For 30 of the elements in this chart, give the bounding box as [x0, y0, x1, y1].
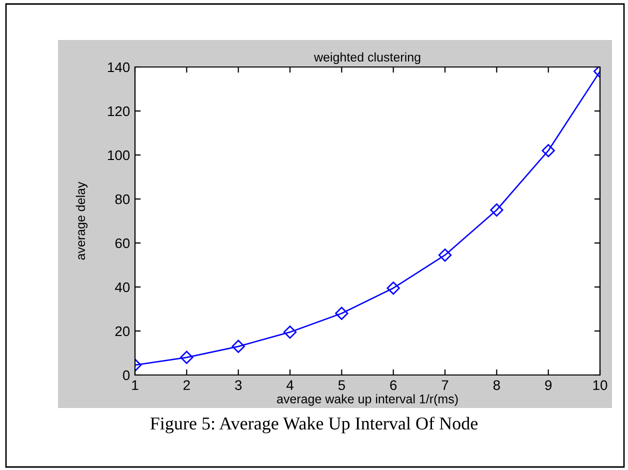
x-tick-label: 9: [545, 380, 552, 390]
x-tick-label: 6: [390, 380, 397, 390]
point: [542, 144, 555, 158]
y-tick-label: 60: [115, 238, 130, 248]
y-tick-label: 100: [108, 150, 130, 160]
y-tick-label: 80: [115, 194, 130, 204]
y-tick-label: 140: [108, 62, 130, 72]
x-tick-label: 8: [493, 380, 500, 390]
point: [180, 350, 194, 364]
y-axis-title: average delay: [76, 182, 88, 260]
x-tick-label: 4: [286, 380, 294, 390]
x-tick-label: 2: [184, 380, 190, 390]
x-axis-title: average wake up interval 1/r(ms): [277, 394, 458, 406]
point: [283, 326, 297, 339]
point: [438, 248, 452, 262]
y-tick-label: 0: [122, 370, 130, 380]
chart-title: weighted clustering: [314, 52, 420, 64]
point: [386, 282, 400, 295]
x-tick-label: 1: [132, 380, 138, 390]
x-tick-label: 10: [593, 380, 608, 390]
y-tick-label: 120: [108, 106, 130, 116]
caption: Figure 5: Average Wake Up Interval Of Node: [150, 416, 478, 434]
point: [335, 306, 348, 320]
x-tick-label: 3: [235, 380, 242, 390]
point: [490, 203, 504, 217]
x-tick-label: 5: [338, 380, 345, 390]
x-tick-label: 7: [442, 380, 448, 390]
y-tick-label: 20: [115, 326, 130, 336]
point: [232, 340, 245, 353]
y-tick-label: 40: [115, 282, 130, 292]
